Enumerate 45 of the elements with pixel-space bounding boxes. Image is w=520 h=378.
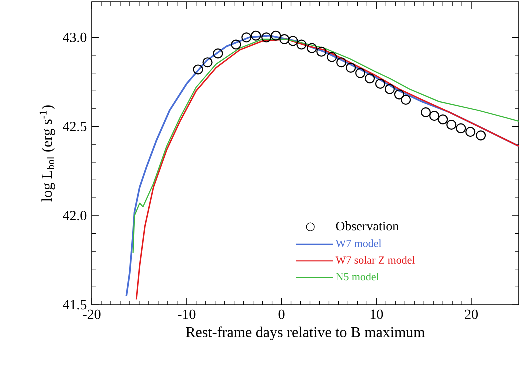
point	[375, 78, 386, 90]
x-axis-title: Rest-frame days relative to B maximum	[186, 326, 426, 341]
point	[364, 74, 376, 84]
x-tick-label: 20	[465, 310, 478, 320]
point	[356, 68, 366, 78]
point	[384, 84, 395, 94]
point	[296, 40, 307, 50]
x-tick-label: -20	[83, 310, 101, 320]
legend-label: Observation	[336, 222, 399, 231]
point	[476, 130, 486, 141]
point	[271, 30, 282, 41]
y-tick-label: 43.0	[63, 32, 87, 42]
point	[466, 127, 476, 138]
legend-label: W7 solar Z model	[336, 256, 416, 264]
point	[316, 46, 327, 57]
point	[202, 58, 213, 68]
y-tick-label: 42.0	[63, 211, 87, 221]
legend-label: N5 model	[336, 272, 380, 281]
y-tick-label: 41.5	[63, 300, 87, 310]
point	[231, 40, 242, 50]
y-tick-label: 42.5	[63, 122, 87, 132]
point	[401, 94, 412, 106]
point	[307, 43, 318, 54]
point	[280, 34, 290, 44]
point	[394, 90, 404, 100]
x-tick-label: 0	[278, 310, 285, 320]
point	[456, 124, 466, 134]
point	[420, 107, 432, 118]
point	[262, 32, 272, 43]
x-tick-label: 10	[370, 310, 384, 320]
point	[336, 58, 347, 68]
point	[242, 32, 252, 43]
point	[251, 30, 262, 41]
point	[346, 62, 356, 73]
point	[288, 36, 298, 46]
point	[430, 111, 440, 122]
point	[213, 48, 224, 59]
point	[193, 64, 204, 75]
y-axis-title: log L$_{bol}$ (erg s$^{-1}$)	[40, 106, 56, 202]
legend-label: W7 model	[336, 240, 382, 248]
point	[446, 120, 457, 130]
point	[438, 114, 448, 125]
x-tick-label: -10	[178, 310, 196, 320]
line-series	[132, 38, 519, 254]
point	[327, 52, 338, 62]
